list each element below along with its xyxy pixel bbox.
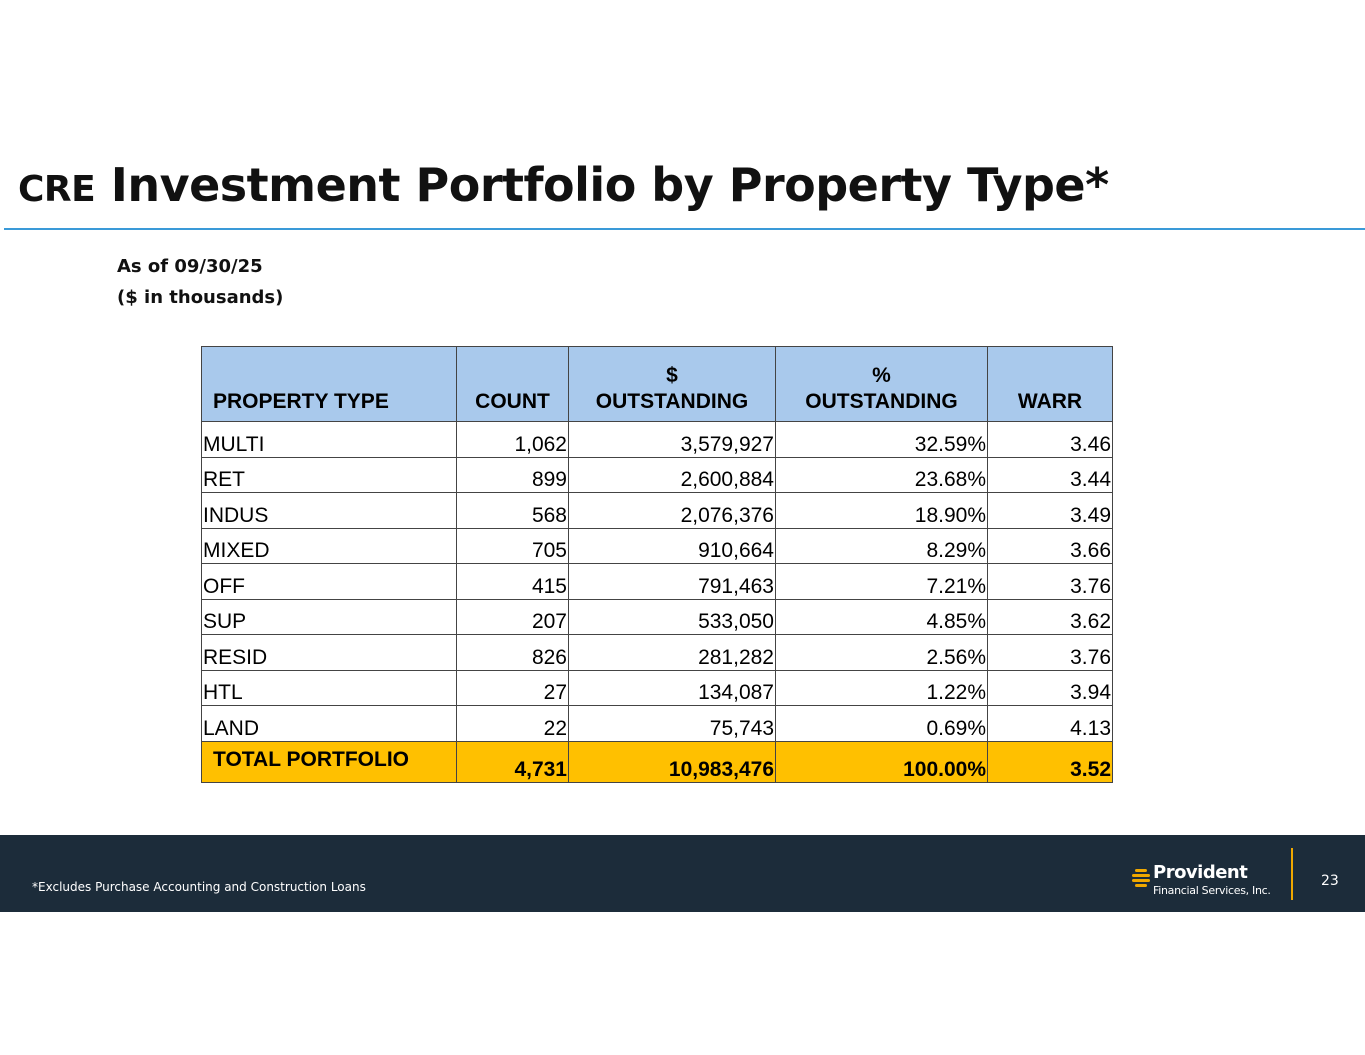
row-warr: 4.13 <box>987 705 1113 742</box>
row-warr: 3.49 <box>987 492 1113 529</box>
title-divider <box>4 228 1365 230</box>
header-percent-label: OUTSTANDING <box>805 390 958 413</box>
title-prefix: CRE <box>18 169 96 210</box>
table-row: LAND 22 75,743 0.69% 4.13 <box>201 705 1113 742</box>
row-warr: 3.94 <box>987 669 1113 706</box>
company-logo: Provident Financial Services, Inc. <box>1131 862 1281 899</box>
row-property-type: HTL <box>201 669 457 706</box>
table-row: INDUS 568 2,076,376 18.90% 3.49 <box>201 492 1113 529</box>
row-count: 826 <box>456 634 569 671</box>
total-label: TOTAL PORTFOLIO <box>201 740 457 783</box>
row-property-type: INDUS <box>201 492 457 529</box>
row-count: 207 <box>456 598 569 635</box>
row-property-type: MULTI <box>201 421 457 458</box>
row-percent: 2.56% <box>775 634 988 671</box>
row-percent: 1.22% <box>775 669 988 706</box>
row-percent: 23.68% <box>775 456 988 493</box>
row-count: 415 <box>456 563 569 600</box>
row-percent: 18.90% <box>775 492 988 529</box>
row-outstanding: 3,579,927 <box>568 421 776 458</box>
row-percent: 7.21% <box>775 563 988 600</box>
footnote: *Excludes Purchase Accounting and Constr… <box>32 880 366 894</box>
table-row: SUP 207 533,050 4.85% 3.62 <box>201 598 1113 635</box>
header-dollar-symbol: $ <box>666 364 678 387</box>
row-property-type: LAND <box>201 705 457 742</box>
row-count: 568 <box>456 492 569 529</box>
footer-divider <box>1291 848 1293 900</box>
logo-name: Provident <box>1153 862 1248 883</box>
header-percent-outstanding: % OUTSTANDING <box>775 346 988 422</box>
row-percent: 0.69% <box>775 705 988 742</box>
total-outstanding: 10,983,476 <box>568 740 776 783</box>
row-count: 705 <box>456 527 569 564</box>
table-row: OFF 415 791,463 7.21% 3.76 <box>201 563 1113 600</box>
row-warr: 3.46 <box>987 421 1113 458</box>
row-outstanding: 2,076,376 <box>568 492 776 529</box>
row-property-type: RET <box>201 456 457 493</box>
table-row: RET 899 2,600,884 23.68% 3.44 <box>201 456 1113 493</box>
row-percent: 32.59% <box>775 421 988 458</box>
row-outstanding: 134,087 <box>568 669 776 706</box>
row-warr: 3.44 <box>987 456 1113 493</box>
row-count: 22 <box>456 705 569 742</box>
portfolio-table: PROPERTY TYPE COUNT $ OUTSTANDING % OUTS… <box>201 346 1113 783</box>
units-note: ($ in thousands) <box>117 287 284 308</box>
footer-bar: *Excludes Purchase Accounting and Constr… <box>0 835 1365 912</box>
header-dollar-label: OUTSTANDING <box>595 390 749 413</box>
row-warr: 3.62 <box>987 598 1113 635</box>
total-warr: 3.52 <box>987 740 1113 783</box>
header-count: COUNT <box>456 346 569 422</box>
header-dollar-outstanding: $ OUTSTANDING <box>568 346 776 422</box>
row-outstanding: 910,664 <box>568 527 776 564</box>
subtitle-block: As of 09/30/25 ($ in thousands) <box>117 251 283 313</box>
table-row: MULTI 1,062 3,579,927 32.59% 3.46 <box>201 421 1113 458</box>
row-percent: 4.85% <box>775 598 988 635</box>
title-main: Investment Portfolio by Property Type* <box>110 158 1109 212</box>
row-count: 27 <box>456 669 569 706</box>
row-warr: 3.76 <box>987 634 1113 671</box>
row-outstanding: 281,282 <box>568 634 776 671</box>
row-outstanding: 791,463 <box>568 563 776 600</box>
row-outstanding: 533,050 <box>568 598 776 635</box>
header-warr: WARR <box>987 346 1113 422</box>
row-count: 899 <box>456 456 569 493</box>
row-warr: 3.76 <box>987 563 1113 600</box>
row-percent: 8.29% <box>775 527 988 564</box>
row-property-type: MIXED <box>201 527 457 564</box>
total-count: 4,731 <box>456 740 569 783</box>
row-outstanding: 75,743 <box>568 705 776 742</box>
table-row: MIXED 705 910,664 8.29% 3.66 <box>201 527 1113 564</box>
total-row: TOTAL PORTFOLIO 4,731 10,983,476 100.00%… <box>201 740 1113 783</box>
table-row: HTL 27 134,087 1.22% 3.94 <box>201 669 1113 706</box>
row-property-type: OFF <box>201 563 457 600</box>
total-percent: 100.00% <box>775 740 988 783</box>
row-outstanding: 2,600,884 <box>568 456 776 493</box>
row-count: 1,062 <box>456 421 569 458</box>
table-header-row: PROPERTY TYPE COUNT $ OUTSTANDING % OUTS… <box>201 346 1113 422</box>
page-number: 23 <box>1321 873 1339 889</box>
provident-logo-icon <box>1132 869 1150 887</box>
header-percent-symbol: % <box>872 364 891 387</box>
row-property-type: SUP <box>201 598 457 635</box>
as-of-date: As of 09/30/25 <box>117 256 263 277</box>
header-property-type: PROPERTY TYPE <box>201 346 457 422</box>
row-warr: 3.66 <box>987 527 1113 564</box>
table-row: RESID 826 281,282 2.56% 3.76 <box>201 634 1113 671</box>
table-body: MULTI 1,062 3,579,927 32.59% 3.46 RET 899 2,600… <box>201 421 1113 742</box>
page-title: CRE Investment Portfolio by Property Typ… <box>18 153 1109 222</box>
logo-subtitle: Financial Services, Inc. <box>1153 884 1271 897</box>
row-property-type: RESID <box>201 634 457 671</box>
